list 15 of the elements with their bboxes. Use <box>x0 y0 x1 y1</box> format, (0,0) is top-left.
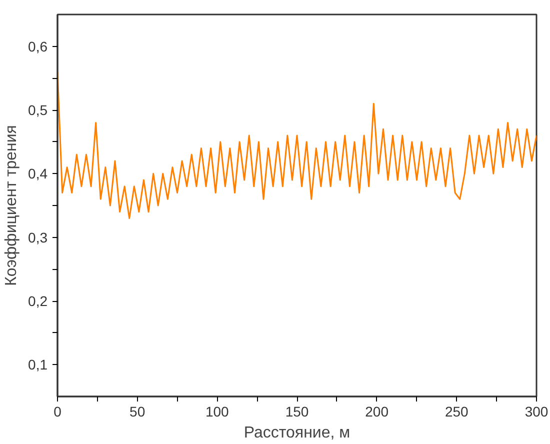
x-tick-label: 150 <box>285 404 309 420</box>
x-tick-label: 0 <box>54 404 62 420</box>
x-tick-label: 300 <box>524 404 548 420</box>
x-tick-label: 50 <box>130 404 146 420</box>
y-tick-label: 0,4 <box>28 166 48 182</box>
x-tick-label: 250 <box>444 404 469 420</box>
y-tick-label: 0,2 <box>28 293 48 309</box>
y-axis-title: Коэффициент трения <box>3 125 20 286</box>
y-tick-label: 0,5 <box>28 102 48 118</box>
y-tick-label: 0,6 <box>28 38 48 54</box>
y-tick-label: 0,3 <box>28 229 48 246</box>
x-axis-title: Расстояние, м <box>244 424 350 442</box>
x-tick-label: 200 <box>365 404 389 420</box>
y-tick-label: 0,1 <box>28 356 48 373</box>
x-tick-label: 100 <box>205 404 230 420</box>
